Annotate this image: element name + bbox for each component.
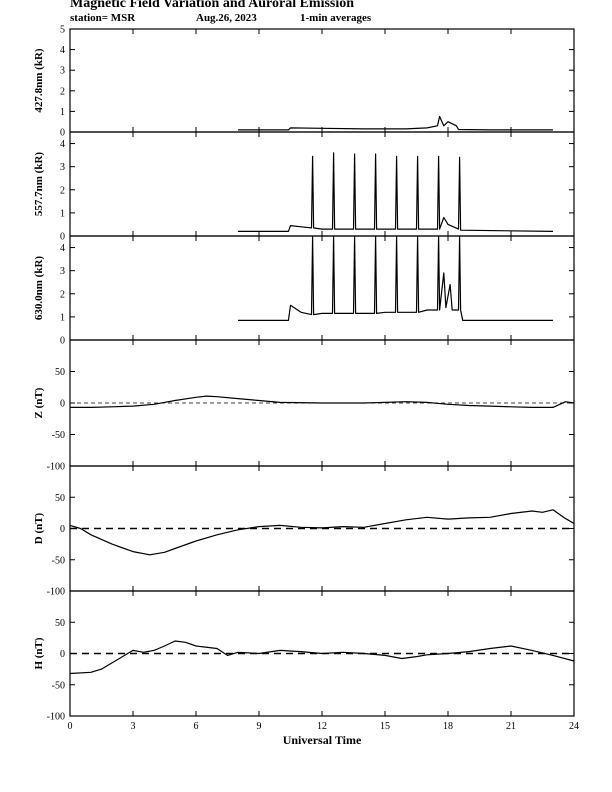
- x-tick-label: 18: [443, 721, 453, 732]
- figure-title: Magnetic Field Variation and Auroral Emi…: [70, 0, 355, 11]
- y-tick-label: 5: [60, 25, 65, 36]
- panel-1: 0 1 2 3 4 5 427.8nm (kR): [33, 25, 575, 139]
- panel-3: 0 1 2 3 4 630.0nm (kR): [33, 235, 575, 347]
- panel-frame: [69, 235, 575, 341]
- y-tick-label: -100: [47, 712, 65, 723]
- x-tick-label: 21: [506, 721, 516, 732]
- panel-5: -100 -50 0 50 D (nT): [33, 465, 575, 598]
- y-axis-label: 427.8nm (kR): [33, 48, 45, 113]
- y-tick-label: 3: [60, 266, 65, 277]
- y-axis-label: 557.7nm (kR): [33, 152, 45, 217]
- data-line: [238, 115, 553, 131]
- y-tick-label: 4: [60, 45, 65, 56]
- y-tick-label: -100: [47, 462, 65, 473]
- x-tick-label: 15: [380, 721, 390, 732]
- data-line: [238, 235, 553, 321]
- y-tick-label: 0: [60, 128, 65, 139]
- data-line: [70, 395, 575, 408]
- x-tick-label: 0: [68, 721, 73, 732]
- panel-2: 0 1 2 3 4 557.7nm (kR): [33, 131, 575, 243]
- y-tick-label: 4: [60, 139, 65, 150]
- y-tick-label: 0: [60, 524, 65, 535]
- y-tick-label: 1: [60, 208, 65, 219]
- x-axis-label: Universal Time: [283, 733, 362, 747]
- y-tick-label: 3: [60, 66, 65, 77]
- y-tick-label: -50: [52, 430, 65, 441]
- y-axis-label: Z (nT): [33, 387, 45, 418]
- y-tick-label: 0: [60, 232, 65, 243]
- y-tick-label: 0: [60, 399, 65, 410]
- y-tick-label: 4: [60, 243, 65, 254]
- station-label: station= MSR: [70, 12, 136, 24]
- x-tick-label: 12: [317, 721, 327, 732]
- panel-4: -100 -50 0 50 Z (nT): [33, 339, 575, 473]
- data-line: [69, 509, 575, 556]
- y-tick-label: 50: [55, 618, 65, 629]
- panel-6: -100 -50 0 50 H (nT) 0 3 6 9 12 15 18 21 24 Universal …: [33, 590, 579, 747]
- y-tick-label: -50: [52, 555, 65, 566]
- y-tick-label: 2: [60, 289, 65, 300]
- date-label: Aug.26, 2023: [196, 12, 257, 24]
- y-tick-label: 3: [60, 162, 65, 173]
- x-tick-label: 6: [194, 721, 199, 732]
- averaging-label: 1-min averages: [300, 12, 372, 24]
- y-axis-label: 630.0nm (kR): [33, 256, 45, 321]
- y-tick-label: 50: [55, 493, 65, 504]
- y-tick-label: 50: [55, 367, 65, 378]
- y-tick-label: 2: [60, 185, 65, 196]
- x-tick-label: 9: [257, 721, 262, 732]
- y-tick-label: -100: [47, 587, 65, 598]
- x-tick-label: 3: [131, 721, 136, 732]
- x-tick-label: 24: [569, 721, 579, 732]
- data-line: [69, 640, 575, 675]
- y-axis-label: D (nT): [33, 512, 45, 544]
- y-tick-label: 0: [60, 336, 65, 347]
- y-tick-label: 1: [60, 312, 65, 323]
- data-line: [238, 152, 554, 232]
- panel-frame: [69, 131, 575, 237]
- panel-frame: [69, 28, 575, 133]
- y-tick-label: -50: [52, 680, 65, 691]
- y-axis-label: H (nT): [33, 637, 45, 669]
- y-tick-label: 2: [60, 86, 65, 97]
- y-tick-label: 1: [60, 107, 65, 118]
- y-tick-label: 0: [60, 649, 65, 660]
